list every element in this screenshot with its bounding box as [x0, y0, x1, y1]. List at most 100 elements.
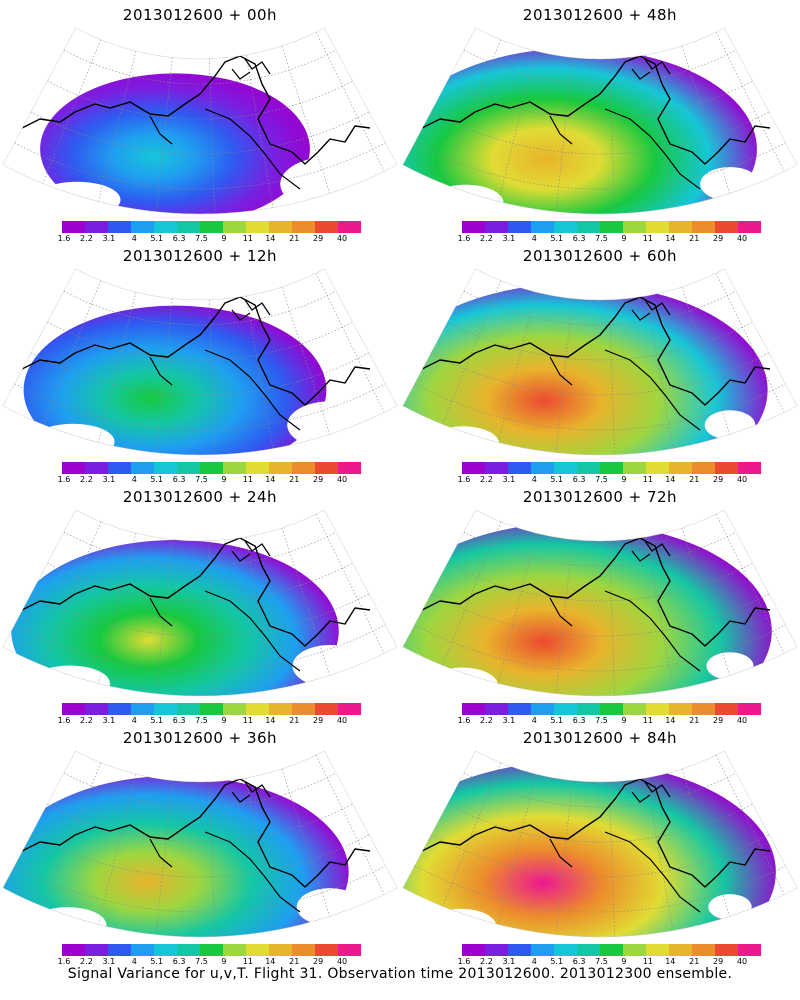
- colorbar-labels: 1.6 2.2 3.1 4 5.1 6.3 7.5 9 11 14 21 29 40: [58, 957, 361, 967]
- colorbar-segment: [246, 944, 269, 956]
- colorbar-segment: [623, 221, 646, 233]
- polar-map: [402, 27, 798, 215]
- colorbar-segment: [108, 462, 131, 474]
- colorbar-tick-label: 3.1: [102, 475, 116, 484]
- polar-map: [2, 750, 398, 938]
- colorbar-tick-label: 5.1: [550, 957, 564, 966]
- colorbar-segment: [692, 462, 715, 474]
- colorbar-segment: [669, 944, 692, 956]
- colorbar-tick-label: 2.2: [80, 234, 93, 243]
- colorbar: [462, 703, 761, 715]
- colorbar-tick-label: 7.5: [195, 957, 208, 966]
- colorbar-tick-label: 7.5: [595, 475, 608, 484]
- colorbar-segment: [246, 462, 269, 474]
- colorbar-segment: [223, 221, 246, 233]
- colorbar-segment: [108, 221, 131, 233]
- colorbar-segment: [462, 703, 485, 715]
- colorbar-tick-label: 21: [689, 716, 700, 725]
- colorbar-tick-label: 21: [289, 234, 300, 243]
- colorbar-tick-label: 2.2: [480, 475, 493, 484]
- colorbar-tick-label: 5.1: [550, 475, 564, 484]
- colorbar-tick-label: 11: [642, 957, 653, 966]
- panel-title: 2013012600 + 84h: [522, 729, 678, 747]
- panel-title: 2013012600 + 36h: [122, 729, 278, 747]
- colorbar-tick-label: 4: [131, 957, 137, 966]
- colorbar-segment: [577, 462, 600, 474]
- colorbar-segment: [531, 462, 554, 474]
- colorbar-segment: [554, 703, 577, 715]
- colorbar-tick-label: 2.2: [480, 957, 493, 966]
- panel-title: 2013012600 + 12h: [122, 247, 278, 265]
- colorbar-tick-label: 14: [665, 234, 676, 243]
- colorbar-tick-label: 6.3: [572, 957, 586, 966]
- colorbar: [62, 462, 361, 474]
- colorbar-tick-label: 29: [713, 234, 724, 243]
- colorbar-segment: [177, 462, 200, 474]
- colorbar-segment: [738, 944, 761, 956]
- colorbar-segment: [338, 944, 361, 956]
- colorbar-labels: 1.6 2.2 3.1 4 5.1 6.3 7.5 9 11 14 21 29 40: [458, 957, 761, 967]
- colorbar-tick-label: 1.6: [457, 234, 471, 243]
- colorbar-tick-label: 7.5: [195, 234, 208, 243]
- colorbar-tick-label: 14: [665, 475, 676, 484]
- colorbar-segment: [200, 462, 223, 474]
- colorbar-tick-label: 29: [713, 957, 724, 966]
- colorbar-segment: [269, 221, 292, 233]
- colorbar-segment: [669, 221, 692, 233]
- colorbar-segment: [269, 944, 292, 956]
- colorbar: [462, 221, 761, 233]
- polar-map: [402, 750, 798, 938]
- colorbar-segment: [531, 703, 554, 715]
- colorbar-segment: [715, 703, 738, 715]
- colorbar-tick-label: 9: [221, 234, 227, 243]
- polar-map: [2, 268, 398, 456]
- colorbar-tick-label: 2.2: [480, 234, 493, 243]
- colorbar-tick-label: 11: [242, 475, 253, 484]
- colorbar: [462, 944, 761, 956]
- colorbar-segment: [531, 944, 554, 956]
- colorbar-segment: [554, 462, 577, 474]
- colorbar-segment: [485, 703, 508, 715]
- colorbar-tick-label: 7.5: [595, 957, 608, 966]
- colorbar-tick-label: 9: [621, 716, 627, 725]
- colorbar-segment: [292, 221, 315, 233]
- variance-field: [2, 27, 398, 214]
- colorbar-segment: [223, 462, 246, 474]
- colorbar-segment: [692, 944, 715, 956]
- colorbar-tick-label: 1.6: [57, 957, 71, 966]
- forecast-panel: 2013012600 + 36h 1.6 2.2 3.1 4 5.1 6.3 7.5 9 11 14…: [0, 723, 400, 966]
- colorbar-segment: [177, 944, 200, 956]
- colorbar-tick-label: 6.3: [172, 234, 186, 243]
- colorbar-tick-label: 1.6: [57, 475, 71, 484]
- colorbar-segment: [554, 221, 577, 233]
- coastline: [19, 296, 371, 406]
- colorbar-tick-label: 3.1: [102, 957, 116, 966]
- colorbar-segment: [85, 703, 108, 715]
- colorbar-tick-label: 4: [531, 475, 537, 484]
- colorbar-tick-label: 4: [531, 234, 537, 243]
- colorbar-tick-label: 4: [531, 957, 537, 966]
- colorbar: [62, 703, 361, 715]
- colorbar-tick-label: 40: [336, 234, 348, 243]
- colorbar-segment: [646, 703, 669, 715]
- colorbar-labels: 1.6 2.2 3.1 4 5.1 6.3 7.5 9 11 14 21 29 40: [58, 234, 361, 244]
- colorbar-tick-label: 9: [221, 957, 227, 966]
- colorbar-tick-label: 11: [642, 716, 653, 725]
- colorbar-segment: [315, 703, 338, 715]
- colorbar-tick-label: 6.3: [172, 957, 186, 966]
- colorbar-tick-label: 29: [313, 957, 324, 966]
- colorbar-tick-label: 9: [221, 475, 227, 484]
- colorbar-tick-label: 40: [736, 716, 748, 725]
- colorbar-segment: [485, 221, 508, 233]
- colorbar-tick-label: 21: [289, 957, 300, 966]
- colorbar: [62, 221, 361, 233]
- colorbar-segment: [62, 221, 85, 233]
- colorbar-segment: [292, 944, 315, 956]
- colorbar-segment: [200, 944, 223, 956]
- colorbar-segment: [269, 462, 292, 474]
- colorbar-tick-label: 29: [313, 234, 324, 243]
- colorbar-segment: [508, 462, 531, 474]
- colorbar-tick-label: 6.3: [572, 475, 586, 484]
- colorbar-tick-label: 9: [621, 234, 627, 243]
- colorbar-segment: [623, 462, 646, 474]
